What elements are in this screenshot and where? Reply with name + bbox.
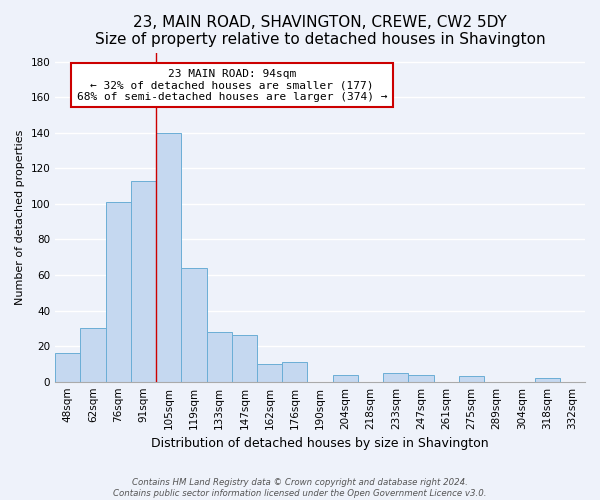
X-axis label: Distribution of detached houses by size in Shavington: Distribution of detached houses by size … <box>151 437 489 450</box>
Text: 23 MAIN ROAD: 94sqm
← 32% of detached houses are smaller (177)
68% of semi-detac: 23 MAIN ROAD: 94sqm ← 32% of detached ho… <box>77 68 387 102</box>
Bar <box>232 336 257 382</box>
Bar <box>383 373 409 382</box>
Bar <box>181 268 206 382</box>
Bar <box>535 378 560 382</box>
Bar <box>332 374 358 382</box>
Y-axis label: Number of detached properties: Number of detached properties <box>15 130 25 305</box>
Bar <box>257 364 282 382</box>
Bar <box>106 202 131 382</box>
Bar <box>459 376 484 382</box>
Bar <box>55 353 80 382</box>
Bar <box>131 181 156 382</box>
Bar <box>156 132 181 382</box>
Bar <box>80 328 106 382</box>
Bar <box>206 332 232 382</box>
Title: 23, MAIN ROAD, SHAVINGTON, CREWE, CW2 5DY
Size of property relative to detached : 23, MAIN ROAD, SHAVINGTON, CREWE, CW2 5D… <box>95 15 545 48</box>
Text: Contains HM Land Registry data © Crown copyright and database right 2024.
Contai: Contains HM Land Registry data © Crown c… <box>113 478 487 498</box>
Bar <box>409 374 434 382</box>
Bar <box>282 362 307 382</box>
